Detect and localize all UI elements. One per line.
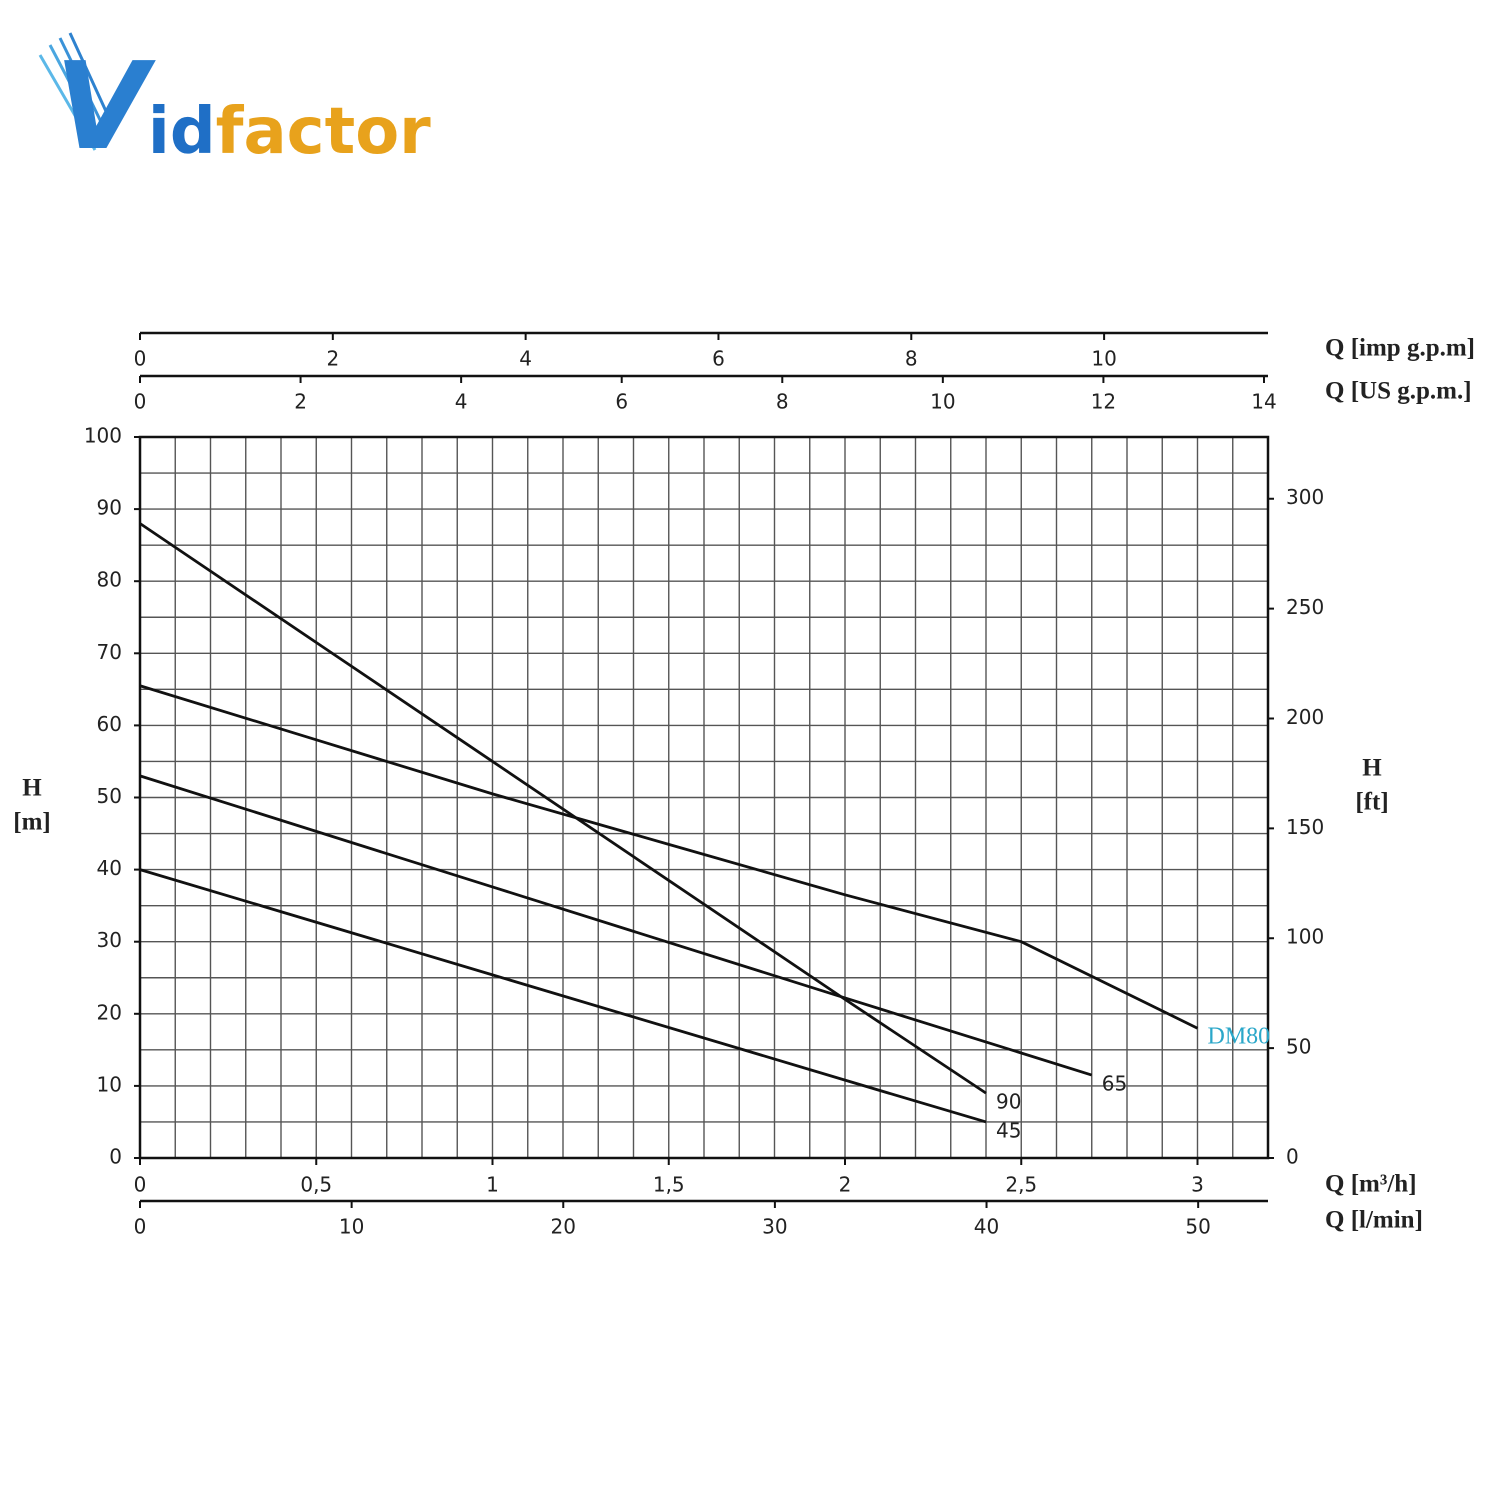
secondary-x-axis-label: Q [imp g.p.m] <box>1325 335 1475 362</box>
y-tick-label: 90 <box>97 496 122 520</box>
y-tick-label: 0 <box>109 1145 122 1169</box>
logo-stroke <box>58 37 107 131</box>
logo-initial: V <box>55 38 156 177</box>
y2-axis-label: H <box>1362 755 1382 782</box>
y-tick-label: 10 <box>97 1072 122 1096</box>
secondary-x-tick-label: 2 <box>294 390 307 414</box>
secondary-x-tick-label: 40 <box>974 1215 999 1239</box>
y-tick-label: 60 <box>97 712 122 736</box>
y-tick-label: 70 <box>97 640 122 664</box>
y-tick-label: 40 <box>97 856 122 880</box>
secondary-x-tick-label: 2 <box>326 347 339 371</box>
x-tick-label: 2 <box>839 1173 852 1197</box>
y-tick-label: 50 <box>97 784 122 808</box>
secondary-x-tick-label: 14 <box>1251 390 1276 414</box>
logo-stroke <box>38 54 97 151</box>
secondary-x-tick-label: 4 <box>455 390 468 414</box>
curve <box>139 684 1199 1030</box>
x-tick-label: 1,5 <box>653 1173 685 1197</box>
y-tick-label: 20 <box>97 1000 122 1024</box>
x-tick-label: 2,5 <box>1005 1173 1037 1197</box>
curve-label: 45 <box>996 1118 1021 1142</box>
secondary-x-axis-label: Q [l/min] <box>1325 1207 1423 1234</box>
secondary-x-tick-label: 12 <box>1091 390 1116 414</box>
y-tick-label: 100 <box>84 424 122 448</box>
secondary-x-tick-label: 6 <box>615 390 628 414</box>
secondary-x-tick-label: 6 <box>712 347 725 371</box>
x-tick-label: 0 <box>134 1173 147 1197</box>
y-axis-label: [m] <box>13 809 50 836</box>
curve <box>139 522 987 1095</box>
y2-tick-label: 250 <box>1286 595 1324 619</box>
secondary-x-axis-label: Q [US g.p.m.] <box>1325 378 1472 405</box>
curve-label: 90 <box>996 1090 1021 1114</box>
logo-id: id <box>148 95 216 169</box>
secondary-x-tick-label: 8 <box>905 347 918 371</box>
x-tick-label: 0,5 <box>300 1173 332 1197</box>
x-tick-label: 3 <box>1191 1173 1204 1197</box>
logo: Vidfactor <box>38 32 431 177</box>
y2-tick-label: 50 <box>1286 1035 1311 1059</box>
y2-axis-label: [ft] <box>1355 789 1388 816</box>
secondary-x-tick-label: 4 <box>519 347 532 371</box>
curve-label: 65 <box>1102 1072 1127 1096</box>
y2-tick-label: 150 <box>1286 815 1324 839</box>
secondary-x-tick-label: 8 <box>776 390 789 414</box>
secondary-x-tick-label: 30 <box>762 1215 787 1239</box>
secondary-x-tick-label: 0 <box>134 390 147 414</box>
curve <box>139 868 987 1124</box>
y2-tick-label: 100 <box>1286 925 1324 949</box>
secondary-x-tick-label: 50 <box>1185 1215 1210 1239</box>
curve-label: DM80 <box>1208 1024 1271 1050</box>
secondary-x-tick-label: 0 <box>134 1215 147 1239</box>
curve <box>139 774 1093 1077</box>
logo-factor: factor <box>216 95 432 169</box>
y2-tick-label: 0 <box>1286 1145 1299 1169</box>
logo-stroke <box>48 44 102 141</box>
y-tick-label: 80 <box>97 568 122 592</box>
secondary-x-tick-label: 10 <box>930 390 955 414</box>
y-tick-label: 30 <box>97 928 122 952</box>
secondary-x-tick-label: 10 <box>339 1215 364 1239</box>
x-tick-label: 1 <box>486 1173 499 1197</box>
y2-tick-label: 200 <box>1286 705 1324 729</box>
y2-tick-label: 300 <box>1286 485 1324 509</box>
logo-text: Vidfactor <box>55 38 431 177</box>
secondary-x-tick-label: 10 <box>1091 347 1116 371</box>
secondary-x-tick-label: 0 <box>134 347 147 371</box>
secondary-x-tick-label: 20 <box>551 1215 576 1239</box>
x-axis-label: Q [m³/h] <box>1325 1171 1417 1198</box>
y-axis-label: H <box>22 775 42 802</box>
logo-stroke <box>68 32 112 121</box>
